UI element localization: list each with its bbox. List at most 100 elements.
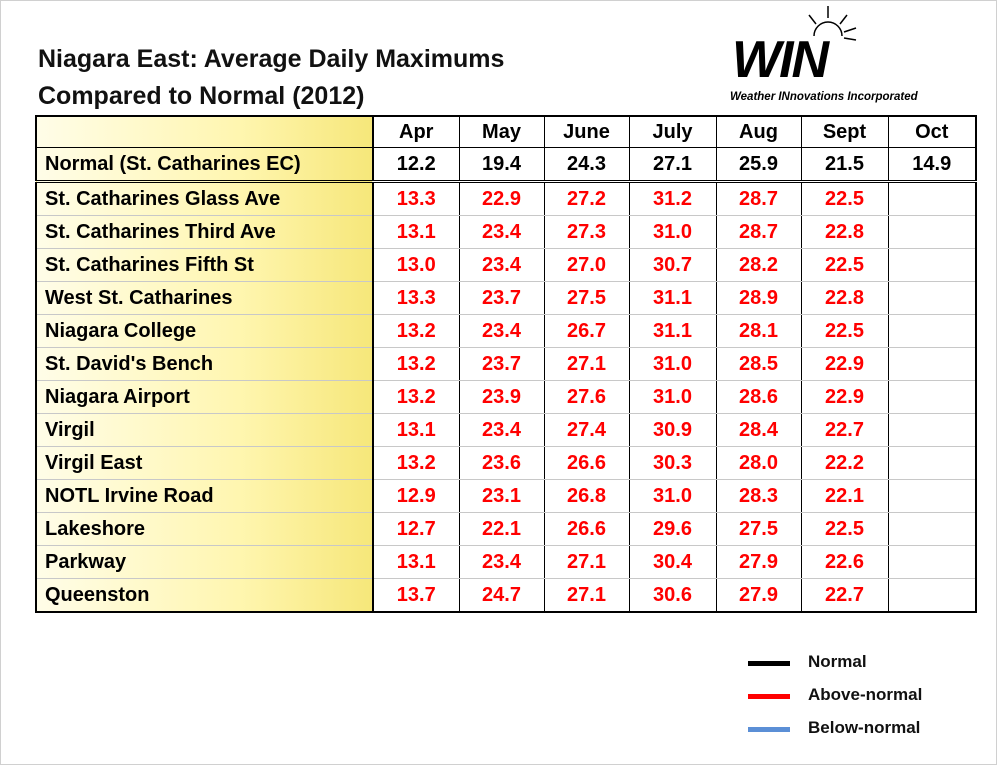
- cell-value: 12.9: [372, 479, 459, 513]
- legend-label: Above-normal: [808, 685, 923, 704]
- cell-value: 27.6: [543, 380, 629, 414]
- legend-swatch: [748, 694, 790, 699]
- normal-row: Normal (St. Catharines EC) 12.2 19.4 24.3 27…: [36, 147, 976, 183]
- cell-value: 29.6: [628, 512, 716, 546]
- cell-value: [887, 380, 976, 414]
- column-header: Oct: [887, 116, 976, 148]
- title-line: Compared to Normal (2012): [38, 82, 365, 110]
- normal-value: 21.5: [800, 147, 888, 183]
- row-label: Parkway: [36, 545, 374, 579]
- data-table: Apr May June July Aug Sept Oct Normal (St. Cath…: [35, 115, 977, 613]
- cell-value: 28.0: [715, 446, 801, 480]
- cell-value: 23.7: [458, 281, 544, 315]
- logo-sun: [808, 6, 857, 41]
- cell-value: [887, 413, 976, 447]
- cell-value: 22.5: [800, 512, 888, 546]
- normal-value: 12.2: [372, 147, 459, 183]
- cell-value: 31.0: [628, 380, 716, 414]
- data-row: St. David's Bench 13.2 23.7 27.1 31.0 28.5 22.…: [36, 347, 976, 381]
- cell-value: 22.5: [800, 248, 888, 282]
- cell-value: 22.8: [800, 281, 888, 315]
- normal-value: 24.3: [543, 147, 629, 183]
- column-header: Aug: [715, 116, 801, 148]
- row-label: NOTL Irvine Road: [36, 479, 374, 513]
- data-row: St. Catharines Fifth St 13.0 23.4 27.0 30.7 2…: [36, 248, 976, 282]
- cell-value: 27.1: [543, 545, 629, 579]
- cell-value: [887, 281, 976, 315]
- row-label: Virgil: [36, 413, 374, 447]
- row-label: St. David's Bench: [36, 347, 374, 381]
- legend-swatch: [748, 727, 790, 732]
- row-label: Niagara Airport: [36, 380, 374, 414]
- data-row: Lakeshore 12.7 22.1 26.6 29.6 27.5 22.5: [36, 512, 976, 546]
- cell-value: 13.7: [372, 578, 459, 613]
- cell-value: 26.6: [543, 446, 629, 480]
- normal-value: 25.9: [715, 147, 801, 183]
- cell-value: 28.4: [715, 413, 801, 447]
- cell-value: 22.9: [800, 347, 888, 381]
- cell-value: 26.8: [543, 479, 629, 513]
- cell-value: 12.7: [372, 512, 459, 546]
- cell-value: 13.1: [372, 413, 459, 447]
- cell-value: 30.9: [628, 413, 716, 447]
- data-row: NOTL Irvine Road 12.9 23.1 26.8 31.0 28.3 22.1: [36, 479, 976, 513]
- cell-value: 22.1: [800, 479, 888, 513]
- row-label: St. Catharines Fifth St: [36, 248, 374, 282]
- cell-value: 31.0: [628, 215, 716, 249]
- cell-value: [887, 545, 976, 579]
- cell-value: [887, 215, 976, 249]
- cell-value: [887, 181, 976, 216]
- cell-value: 23.4: [458, 545, 544, 579]
- cell-value: 30.6: [628, 578, 716, 613]
- cell-value: 13.3: [372, 281, 459, 315]
- logo-name: WIN: [732, 31, 829, 89]
- column-header: June: [543, 116, 629, 148]
- data-row: Niagara College 13.2 23.4 26.7 31.1 28.1 22.5: [36, 314, 976, 348]
- cell-value: 31.2: [628, 181, 716, 216]
- cell-value: 23.4: [458, 314, 544, 348]
- cell-value: 13.2: [372, 347, 459, 381]
- data-row: Parkway 13.1 23.4 27.1 30.4 27.9 22.6: [36, 545, 976, 579]
- logo-tagline: Weather INnovations Incorporated: [730, 91, 918, 103]
- cell-value: 27.1: [543, 347, 629, 381]
- cell-value: 28.9: [715, 281, 801, 315]
- cell-value: 22.8: [800, 215, 888, 249]
- cell-value: 27.5: [715, 512, 801, 546]
- cell-value: 23.1: [458, 479, 544, 513]
- cell-value: 27.0: [543, 248, 629, 282]
- cell-value: 27.4: [543, 413, 629, 447]
- data-row: St. Catharines Glass Ave 13.3 22.9 27.2 31.2…: [36, 181, 976, 216]
- cell-value: 22.5: [800, 314, 888, 348]
- cell-value: 13.1: [372, 215, 459, 249]
- cell-value: 28.7: [715, 181, 801, 216]
- cell-value: 30.7: [628, 248, 716, 282]
- cell-value: 22.9: [800, 380, 888, 414]
- header-row: Apr May June July Aug Sept Oct: [36, 116, 976, 148]
- cell-value: 13.3: [372, 181, 459, 216]
- cell-value: 28.6: [715, 380, 801, 414]
- cell-value: [887, 578, 976, 613]
- cell-value: 23.4: [458, 248, 544, 282]
- cell-value: 23.6: [458, 446, 544, 480]
- cell-value: 22.7: [800, 413, 888, 447]
- cell-value: 26.6: [543, 512, 629, 546]
- cell-value: 27.1: [543, 578, 629, 613]
- data-row: West St. Catharines 13.3 23.7 27.5 31.1 28.9 2…: [36, 281, 976, 315]
- cell-value: 23.4: [458, 413, 544, 447]
- cell-value: 26.7: [543, 314, 629, 348]
- row-label: Queenston: [36, 578, 374, 613]
- row-label: Virgil East: [36, 446, 374, 480]
- cell-value: [887, 248, 976, 282]
- cell-value: 31.0: [628, 347, 716, 381]
- cell-value: 23.9: [458, 380, 544, 414]
- cell-value: 22.6: [800, 545, 888, 579]
- column-header: May: [458, 116, 544, 148]
- cell-value: 23.4: [458, 215, 544, 249]
- cell-value: 27.5: [543, 281, 629, 315]
- normal-value: 27.1: [628, 147, 716, 183]
- cell-value: 28.5: [715, 347, 801, 381]
- row-label: St. Catharines Glass Ave: [36, 181, 374, 216]
- cell-value: 31.1: [628, 314, 716, 348]
- cell-value: 23.7: [458, 347, 544, 381]
- row-label: Normal (St. Catharines EC): [36, 147, 374, 183]
